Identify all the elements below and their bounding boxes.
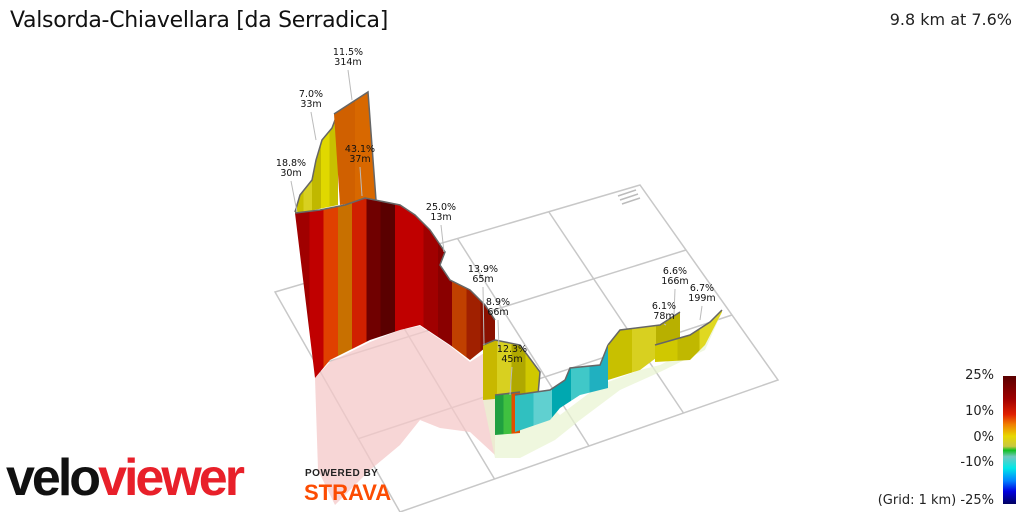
label-leader-line [310, 111, 317, 141]
legend-tick: -25% [960, 493, 994, 508]
profile-top-line [294, 111, 339, 213]
segment-grade-label: 12.3% [497, 344, 527, 355]
profile-walls [294, 90, 723, 435]
profile-top-line [333, 90, 377, 201]
profile-top-line [654, 309, 723, 346]
legend-color-bar [1003, 376, 1016, 504]
wall-segment [334, 92, 376, 205]
compass-icon [617, 189, 641, 205]
segment-grade-label: 43.1% [345, 144, 375, 155]
segment-grade-label: 18.8% [276, 158, 306, 169]
segment-length-label: 45m [501, 354, 522, 365]
route-summary: 9.8 km at 7.6% [889, 10, 1012, 29]
label-leader-line [482, 286, 485, 346]
label-leader-line [347, 69, 353, 101]
wall-segment [608, 312, 680, 380]
segment-grade-label: 13.9% [468, 264, 498, 275]
segment-labels: 11.5%314m 7.0%33m 18.8%30m 43.1%37m 25.0%13m… [276, 47, 716, 396]
profile-top-line [494, 391, 521, 396]
powered-by-text: POWERED BY [305, 468, 379, 479]
segment-length-label: 13m [430, 212, 451, 223]
segment-length-label: 78m [653, 311, 674, 322]
profile-top-line [607, 311, 681, 346]
segment-grade-label: 8.9% [486, 297, 510, 308]
segment-length-label: 37m [349, 154, 370, 165]
wall-segment [495, 392, 520, 435]
label-leader-line [497, 319, 500, 349]
segment-grade-label: 6.7% [690, 283, 714, 294]
profile-top-line [514, 344, 609, 396]
legend-tick: 0% [973, 430, 994, 445]
segment-grade-label: 11.5% [333, 47, 363, 58]
route-title: Valsorda-Chiavellara [da Serradica] [10, 8, 389, 33]
legend-tick: 10% [965, 404, 994, 419]
segment-length-label: 199m [688, 293, 715, 304]
segment-length-label: 30m [280, 168, 301, 179]
gradient-legend: 25% 10% 0% -10% (Grid: 1 km) -25% [854, 368, 1024, 512]
segment-length-label: 166m [661, 276, 688, 287]
label-leader-line [673, 288, 676, 316]
legend-tick: 25% [965, 368, 994, 383]
segment-grade-label: 6.1% [652, 301, 676, 312]
legend-tick: -10% [960, 455, 994, 470]
profile-top-line [294, 197, 496, 321]
segment-grade-label: 25.0% [426, 202, 456, 213]
label-leader-line [290, 180, 298, 213]
label-leader-line [509, 366, 513, 396]
wall-segment [295, 198, 495, 378]
segment-length-label: 314m [334, 57, 361, 68]
segment-grade-label: 7.0% [299, 89, 323, 100]
segment-length-label: 33m [300, 99, 321, 110]
label-leader-line [440, 224, 445, 253]
label-leader-line [699, 305, 703, 321]
segment-length-label: 65m [472, 274, 493, 285]
wall-shadow [315, 326, 495, 505]
segment-length-label: 66m [487, 307, 508, 318]
label-leader-line [663, 323, 667, 326]
segment-grade-label: 6.6% [663, 266, 687, 277]
grid-note: (Grid: 1 km) [877, 493, 957, 508]
grid-line [548, 211, 685, 414]
veloviewer-logo[interactable]: veloviewer [6, 449, 245, 507]
strava-logo[interactable]: STRAVA [304, 480, 392, 505]
label-leader-line [359, 166, 363, 197]
profile-top-line [482, 339, 541, 396]
